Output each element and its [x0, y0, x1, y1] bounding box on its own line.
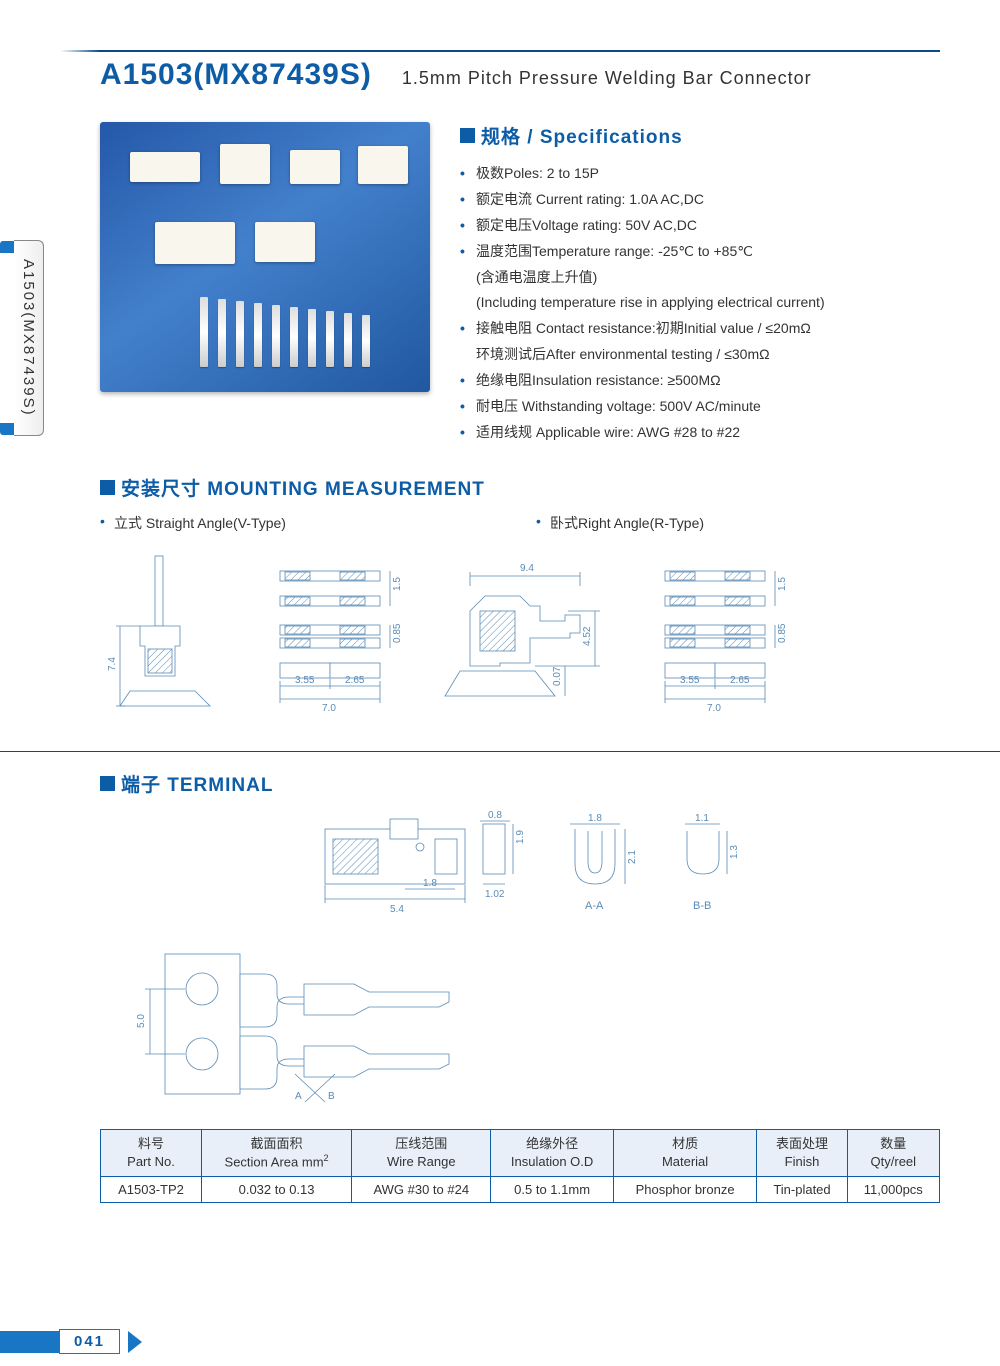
table-cell: 11,000pcs: [847, 1177, 939, 1203]
mounting-section: 安装尺寸 MOUNTING MEASUREMENT 立式 Straight An…: [100, 474, 940, 721]
section-divider: [0, 751, 1000, 752]
svg-text:0.07: 0.07: [552, 666, 563, 686]
vtype-main-drawing: 7.4: [100, 551, 230, 721]
terminal-reel-drawing: 5.0 A B: [130, 944, 500, 1104]
table-cell: Phosphor bronze: [613, 1177, 757, 1203]
page-number: 041: [0, 1329, 142, 1354]
svg-text:B-B: B-B: [693, 900, 711, 912]
svg-text:1.8: 1.8: [423, 878, 437, 889]
spec-item: 接触电阻 Contact resistance:初期Initial value …: [460, 316, 940, 342]
svg-text:5.4: 5.4: [390, 904, 404, 915]
terminal-section: 端子 TERMINAL 5.4 1.8: [100, 770, 940, 1203]
svg-text:9.4: 9.4: [520, 563, 534, 574]
square-bullet-icon: [460, 128, 475, 143]
svg-text:A: A: [295, 1091, 302, 1102]
table-header: 料号Part No.: [101, 1129, 202, 1176]
spec-item: 极数Poles: 2 to 15P: [460, 161, 940, 187]
table-header: 数量Qty/reel: [847, 1129, 939, 1176]
svg-text:B: B: [328, 1091, 335, 1102]
table-header: 材质Material: [613, 1129, 757, 1176]
svg-text:A-A: A-A: [585, 900, 604, 912]
square-bullet-icon: [100, 776, 115, 791]
svg-text:4.52: 4.52: [582, 626, 593, 646]
spec-item: (Including temperature rise in applying …: [460, 290, 940, 316]
terminal-section-bb: 1.1 1.3 B-B: [665, 809, 745, 919]
table-cell: Tin-plated: [757, 1177, 847, 1203]
table-header: 压线范围Wire Range: [352, 1129, 491, 1176]
spec-item: 绝缘电阻Insulation resistance: ≥500MΩ: [460, 368, 940, 394]
table-header: 截面面积Section Area mm2: [202, 1129, 352, 1176]
spec-item: 额定电流 Current rating: 1.0A AC,DC: [460, 187, 940, 213]
svg-text:5.0: 5.0: [136, 1013, 147, 1027]
specs-heading: 规格 / Specifications: [481, 122, 683, 149]
spec-item: 温度范围Temperature range: -25℃ to +85℃: [460, 239, 940, 265]
spec-item: 适用线规 Applicable wire: AWG #28 to #22: [460, 420, 940, 446]
table-header: 表面处理Finish: [757, 1129, 847, 1176]
rtype-main-drawing: 9.4 4.52 0.07: [440, 551, 615, 721]
terminal-section-aa: 1.8 2.1 A-A: [550, 809, 640, 919]
spec-item: 额定电压Voltage rating: 50V AC,DC: [460, 213, 940, 239]
spec-item: 耐电压 Withstanding voltage: 500V AC/minute: [460, 394, 940, 420]
rtype-label: 卧式Right Angle(R-Type): [536, 513, 704, 533]
page-header: A1503(MX87439S) 1.5mm Pitch Pressure Wel…: [100, 50, 940, 92]
svg-text:1.3: 1.3: [729, 844, 740, 858]
mounting-heading: 安装尺寸 MOUNTING MEASUREMENT: [121, 474, 485, 501]
svg-text:1.1: 1.1: [695, 813, 709, 824]
spec-list: 极数Poles: 2 to 15P额定电流 Current rating: 1.…: [460, 161, 940, 446]
datasheet-page: A1503(MX87439S) 1.5mm Pitch Pressure Wel…: [0, 0, 1000, 1233]
terminal-plan-drawing: 5.4 1.8 0.8 1.9 1.02: [295, 809, 525, 919]
terminal-table: 料号Part No.截面面积Section Area mm2压线范围Wire R…: [100, 1129, 940, 1203]
terminal-heading: 端子 TERMINAL: [121, 770, 273, 797]
table-header: 绝缘外径Insulation O.D: [491, 1129, 613, 1176]
table-cell: 0.032 to 0.13: [202, 1177, 352, 1203]
svg-text:1.02: 1.02: [485, 889, 505, 900]
vtype-label: 立式 Straight Angle(V-Type): [100, 513, 286, 533]
svg-text:1.9: 1.9: [515, 829, 525, 843]
specifications: 规格 / Specifications 极数Poles: 2 to 15P额定电…: [460, 122, 940, 446]
vtype-side-drawing: [260, 551, 410, 721]
table-cell: 0.5 to 1.1mm: [491, 1177, 613, 1203]
svg-text:1.8: 1.8: [588, 813, 602, 824]
svg-text:2.1: 2.1: [627, 849, 638, 863]
table-cell: A1503-TP2: [101, 1177, 202, 1203]
rtype-side-drawing: [645, 551, 795, 721]
svg-text:7.4: 7.4: [107, 656, 118, 670]
svg-text:0.8: 0.8: [488, 810, 502, 821]
part-subtitle: 1.5mm Pitch Pressure Welding Bar Connect…: [402, 68, 812, 89]
spec-item: (含通电温度上升值): [460, 265, 940, 291]
product-photo: [100, 122, 430, 392]
square-bullet-icon: [100, 480, 115, 495]
spec-item: 环境测试后After environmental testing / ≤30mΩ: [460, 342, 940, 368]
table-cell: AWG #30 to #24: [352, 1177, 491, 1203]
part-title: A1503(MX87439S): [100, 58, 372, 92]
